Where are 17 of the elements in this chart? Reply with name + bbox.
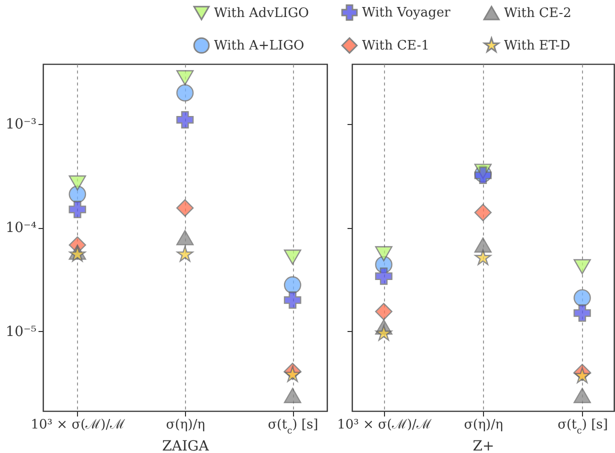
x-tick-label: 10³ × σ(ℳ)/ℳ <box>30 418 126 432</box>
x-tick-label: σ(η)/η <box>464 418 503 432</box>
legend-label: With A+LIGO <box>214 38 304 54</box>
legend-label: With AdvLIGO <box>214 6 309 22</box>
legend-label: With Voyager <box>362 6 452 21</box>
x-axis-title: Z+ <box>472 438 494 453</box>
x-tick-label: σ(t$_{c}$) [s] <box>268 418 318 436</box>
x-tick-label: 10³ × σ(ℳ)/ℳ <box>337 418 432 432</box>
legend-label: With CE-1 <box>362 38 430 54</box>
y-tick-label: 10⁻³ <box>6 116 36 133</box>
x-tick-label: σ(t$_{c}$) [s] <box>558 418 608 436</box>
legend-label: With ET-D <box>504 38 570 54</box>
x-axis-title: ZAIGA <box>162 438 210 453</box>
legend-label: With CE-2 <box>504 6 572 22</box>
y-tick-label: 10⁻⁵ <box>6 324 37 340</box>
y-tick-label: 10⁻⁴ <box>6 220 37 236</box>
x-tick-label: σ(η)/η <box>166 418 205 432</box>
